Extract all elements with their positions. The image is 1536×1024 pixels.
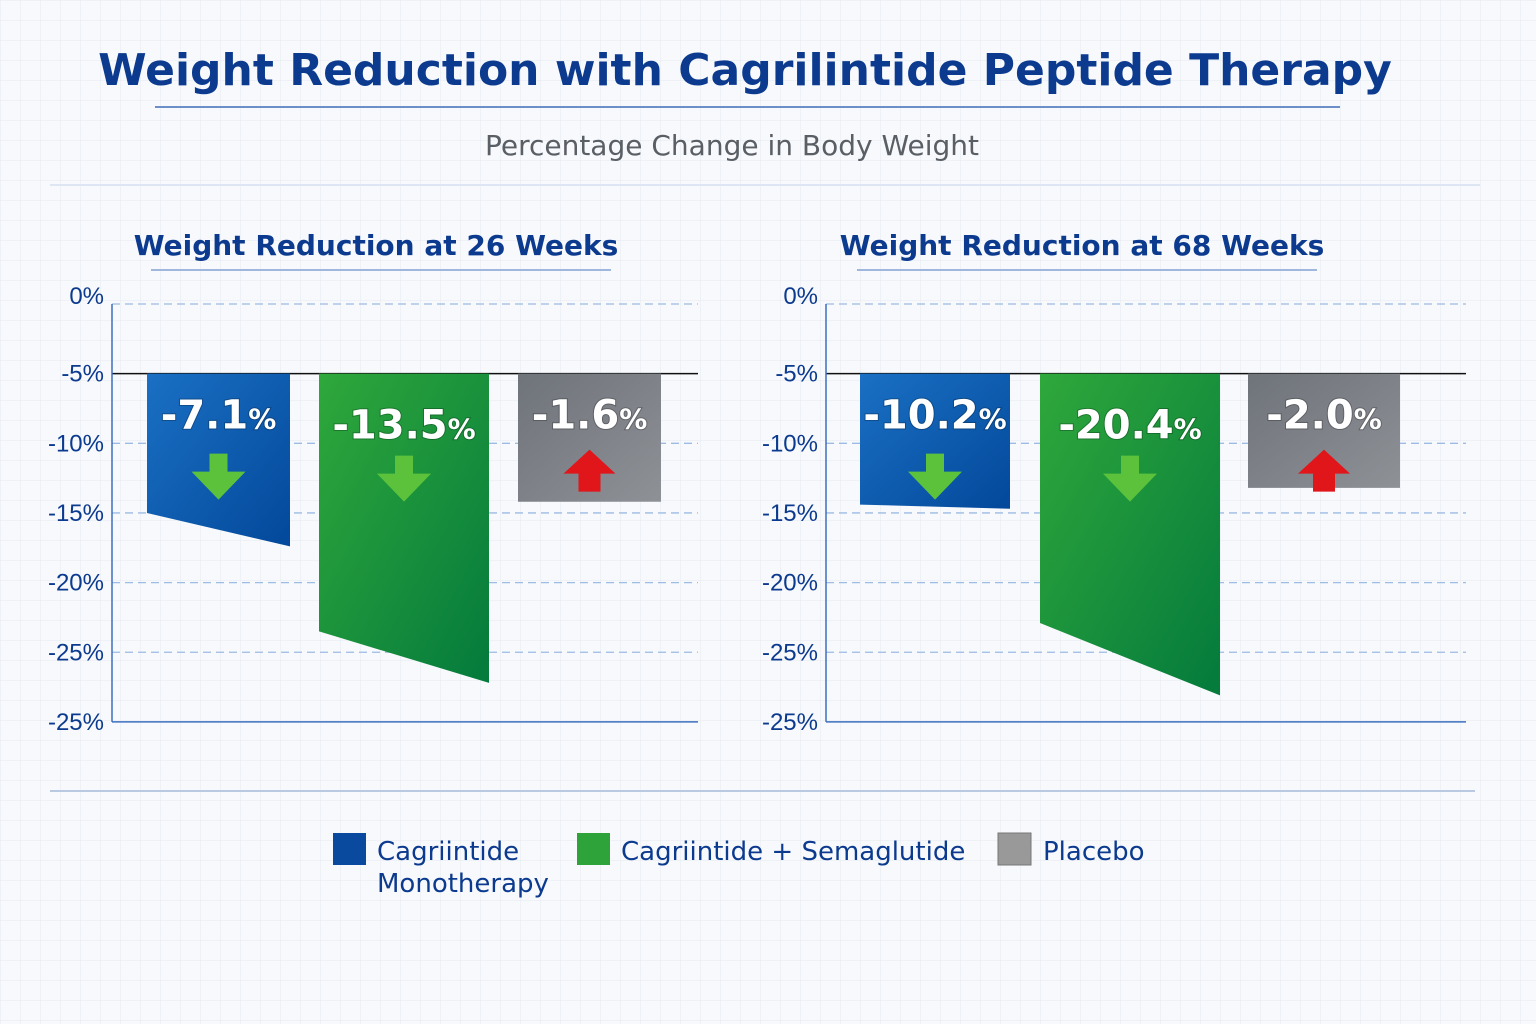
y-tick-label: -25% [762, 639, 818, 666]
legend-label: Cagriintide + Semaglutide [621, 837, 965, 867]
y-tick-label: -25% [48, 709, 104, 736]
legend-item: Cagriintide + Semaglutide [577, 833, 965, 867]
panel-26-weeks: Weight Reduction at 26 Weeks 0% -5% -10% -15… [48, 229, 698, 736]
panel-title: Weight Reduction at 26 Weeks [134, 229, 619, 262]
y-tick-label: -15% [762, 500, 818, 527]
arrow-down-icon [191, 453, 246, 500]
bar-placebo [518, 373, 661, 502]
legend-swatch [577, 833, 610, 865]
arrow-down-icon [908, 453, 962, 500]
panel-68-weeks: Weight Reduction at 68 Weeks 0% -5% -10% -15… [762, 229, 1466, 736]
bar-placebo [1248, 373, 1400, 488]
y-tick-label: -25% [48, 639, 104, 666]
data-label: -13.5% [332, 403, 475, 449]
y-tick-label: -5% [775, 361, 818, 388]
data-label: -20.4% [1058, 403, 1201, 449]
legend-label: Cagriintide [377, 837, 519, 867]
arrow-up-icon [563, 449, 616, 492]
y-tick-label: -10% [762, 430, 818, 457]
panel-title: Weight Reduction at 68 Weeks [840, 229, 1325, 262]
legend-item: Placebo [997, 832, 1145, 867]
bar-combination [319, 373, 489, 683]
y-tick-label: -10% [48, 430, 104, 457]
bar-combination [1040, 373, 1220, 696]
y-tick-label: -20% [48, 570, 104, 597]
legend-swatch [333, 833, 366, 865]
legend-label: Placebo [1043, 837, 1145, 867]
y-tick-label: -20% [762, 570, 818, 597]
data-label: -10.2% [863, 393, 1006, 439]
bar-monotherapy [860, 373, 1010, 509]
y-tick-label: -15% [48, 500, 104, 527]
y-tick-label: -5% [61, 361, 104, 388]
chart-title: Weight Reduction with Cagrilintide Pepti… [98, 45, 1392, 96]
y-tick-label: 0% [69, 283, 104, 310]
arrow-down-icon [1103, 455, 1157, 502]
y-tick-label: -25% [762, 709, 818, 736]
legend-label: Monotherapy [377, 869, 549, 899]
data-label: -7.1% [161, 393, 277, 439]
y-tick-label: 0% [783, 283, 818, 310]
data-label: -2.0% [1266, 393, 1382, 439]
legend-swatch [997, 832, 1032, 866]
data-label: -1.6% [532, 393, 648, 439]
chart-subtitle: Percentage Change in Body Weight [485, 129, 979, 162]
arrow-up-icon [1298, 449, 1350, 492]
arrow-down-icon [377, 455, 431, 502]
